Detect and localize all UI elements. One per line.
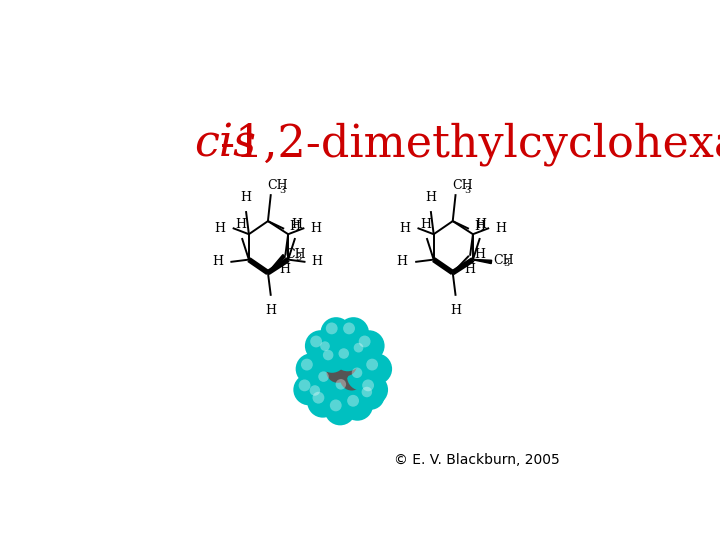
Text: H: H <box>235 218 246 231</box>
Text: H: H <box>312 255 323 268</box>
Text: CH: CH <box>493 254 513 267</box>
Text: H: H <box>426 191 436 204</box>
Circle shape <box>325 322 338 334</box>
Circle shape <box>352 368 362 378</box>
Circle shape <box>354 343 364 353</box>
Circle shape <box>330 400 342 411</box>
Circle shape <box>340 367 363 390</box>
Circle shape <box>320 317 351 348</box>
Text: H: H <box>399 221 410 234</box>
Circle shape <box>347 395 359 407</box>
Circle shape <box>296 353 327 384</box>
Text: H: H <box>291 218 302 231</box>
Circle shape <box>305 381 333 408</box>
Circle shape <box>299 380 310 392</box>
Text: H: H <box>240 191 251 204</box>
Circle shape <box>320 341 330 351</box>
Circle shape <box>362 380 374 392</box>
Text: 3: 3 <box>503 260 510 268</box>
Circle shape <box>361 353 392 384</box>
Circle shape <box>354 330 384 361</box>
Circle shape <box>357 382 384 410</box>
Circle shape <box>307 387 338 417</box>
Text: H: H <box>476 218 487 231</box>
Circle shape <box>357 374 388 406</box>
Text: cis: cis <box>194 123 256 166</box>
Text: CH: CH <box>285 248 306 261</box>
Circle shape <box>293 374 325 406</box>
Circle shape <box>347 363 375 390</box>
Text: H: H <box>266 304 276 317</box>
Circle shape <box>301 359 312 370</box>
Text: H: H <box>464 263 476 276</box>
Circle shape <box>331 374 359 402</box>
Circle shape <box>326 360 349 383</box>
Text: H: H <box>397 255 408 268</box>
Circle shape <box>313 367 341 394</box>
Circle shape <box>335 354 357 376</box>
Text: H: H <box>450 304 461 317</box>
Text: H: H <box>289 220 300 233</box>
Circle shape <box>310 335 322 347</box>
Text: H: H <box>474 248 485 261</box>
Circle shape <box>336 379 346 389</box>
Circle shape <box>361 387 372 397</box>
Text: H: H <box>215 221 225 234</box>
Circle shape <box>342 389 373 421</box>
Circle shape <box>343 322 355 334</box>
Circle shape <box>334 343 361 372</box>
Text: 3: 3 <box>279 186 285 195</box>
Circle shape <box>316 337 341 362</box>
Circle shape <box>359 335 371 347</box>
Text: H: H <box>212 255 223 268</box>
Text: 3: 3 <box>464 186 470 195</box>
Circle shape <box>318 372 329 382</box>
Polygon shape <box>268 255 285 273</box>
Text: H: H <box>474 220 485 233</box>
Circle shape <box>325 394 356 426</box>
Polygon shape <box>473 259 492 264</box>
Circle shape <box>305 330 336 361</box>
Circle shape <box>323 350 333 360</box>
Circle shape <box>310 385 320 396</box>
Text: CH: CH <box>452 179 473 192</box>
Text: 3: 3 <box>296 253 302 262</box>
Text: -1,2-dimethylcyclohexane: -1,2-dimethylcyclohexane <box>220 123 720 166</box>
Text: © E. V. Blackburn, 2005: © E. V. Blackburn, 2005 <box>394 453 559 467</box>
Text: CH: CH <box>268 179 288 192</box>
Text: H: H <box>280 263 291 276</box>
Circle shape <box>312 392 324 403</box>
Circle shape <box>318 345 346 373</box>
Text: H: H <box>495 221 506 234</box>
Text: H: H <box>420 218 431 231</box>
Circle shape <box>338 317 369 348</box>
Circle shape <box>349 339 375 364</box>
Circle shape <box>338 348 349 359</box>
Circle shape <box>366 359 378 370</box>
Text: H: H <box>310 221 322 234</box>
